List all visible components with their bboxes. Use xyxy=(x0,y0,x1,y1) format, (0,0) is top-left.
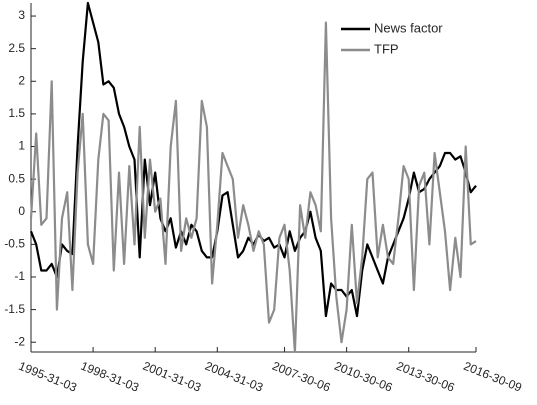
series-line xyxy=(29,21,477,354)
legend-label: TFP xyxy=(374,41,399,56)
y-tick-label: 3 xyxy=(18,8,25,22)
y-tick-label: 2 xyxy=(18,73,25,87)
y-tick-label: 2.5 xyxy=(8,41,25,55)
x-tick-label: 2007-30-06 xyxy=(270,359,332,395)
y-tick-label: -1.5 xyxy=(4,302,25,316)
y-tick-label: 0.5 xyxy=(8,171,25,185)
y-tick-label: 0 xyxy=(18,204,25,218)
x-tick-label: 1998-31-03 xyxy=(79,359,141,395)
x-tick-label: 2010-30-06 xyxy=(332,359,394,395)
series-line xyxy=(29,1,477,318)
x-tick-label: 2013-30-06 xyxy=(394,359,456,395)
legend-label: News factor xyxy=(374,20,443,35)
x-tick-label: 2001-31-03 xyxy=(141,359,203,395)
legend: News factor TFP xyxy=(341,20,443,56)
y-tick-label: -1 xyxy=(14,269,25,283)
x-tick-label: 2004-31-03 xyxy=(203,359,265,395)
y-tick-label: -2 xyxy=(14,334,25,348)
x-tick-label: 2016-30-09 xyxy=(462,359,524,395)
y-tick-label: 1.5 xyxy=(8,106,25,120)
y-tick-label: -0.5 xyxy=(4,237,25,251)
y-tick-label: 1 xyxy=(18,139,25,153)
x-tick-label: 1995-31-03 xyxy=(17,359,79,395)
